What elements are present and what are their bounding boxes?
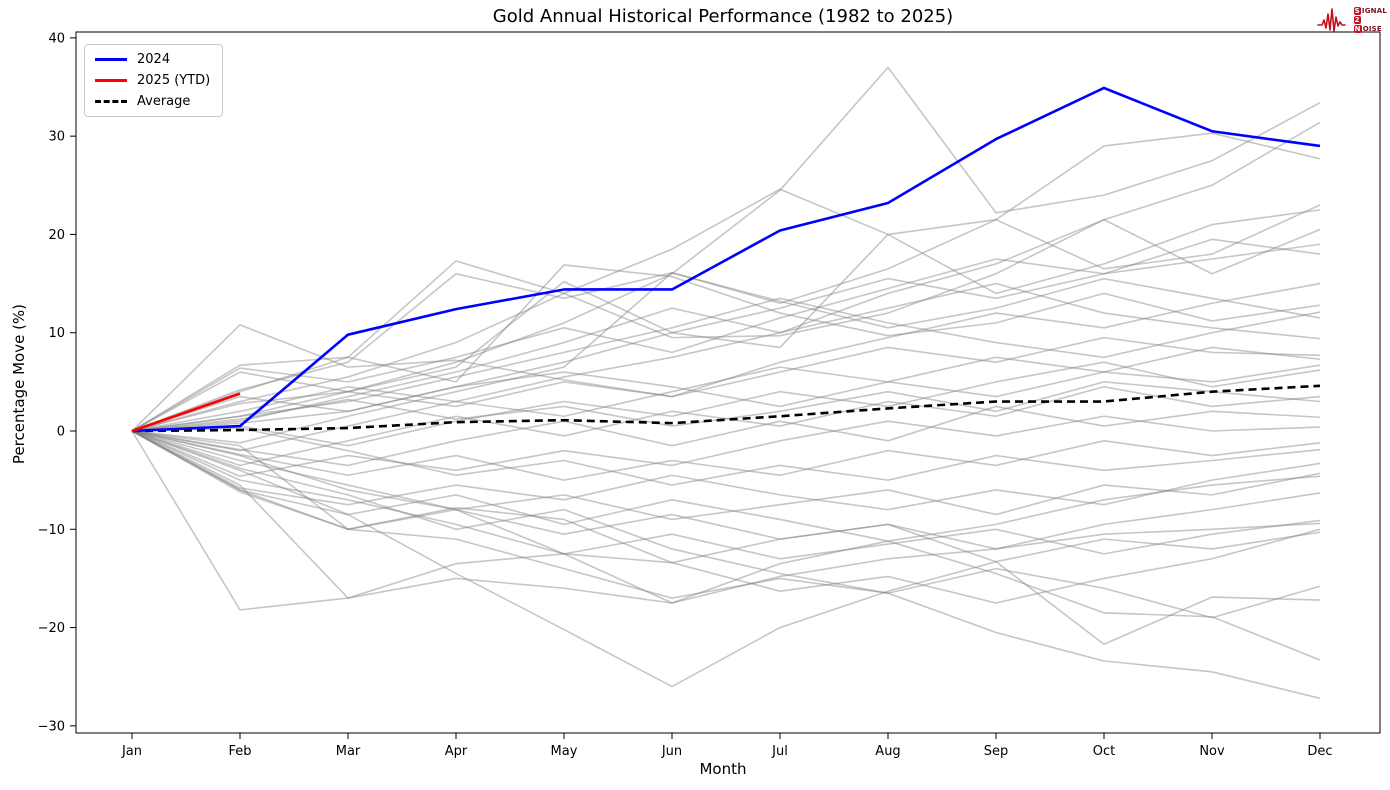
y-tick-label: −10 — [38, 523, 65, 538]
legend-line-2025 — [95, 79, 127, 82]
year-line-gray — [131, 430, 1321, 564]
year-line-gray — [131, 188, 1321, 432]
year-line-gray — [131, 364, 1321, 432]
year-line-gray — [131, 430, 1321, 661]
x-tick-label: Aug — [875, 744, 900, 759]
year-line-gray — [131, 282, 1321, 432]
brand-logo: S IGNAL 2 N OISE — [1316, 3, 1387, 37]
brand-letter-n: N — [1353, 25, 1362, 33]
chart-title: Gold Annual Historical Performance (1982… — [492, 6, 954, 27]
year-line-gray — [131, 430, 1321, 550]
year-line-gray — [131, 66, 1321, 432]
y-tick-label: −20 — [38, 621, 65, 636]
year-line-gray — [131, 297, 1321, 432]
year-line-gray — [131, 218, 1321, 432]
brand-row-signal: S IGNAL — [1353, 7, 1387, 15]
legend-line-2024 — [95, 58, 127, 61]
year-line-gray — [131, 430, 1321, 521]
brand-letter-s: S — [1353, 7, 1361, 15]
y-tick-label: 20 — [48, 228, 65, 243]
year-line-gray — [131, 243, 1321, 432]
x-axis-label: Month — [699, 760, 747, 778]
y-tick-label: 40 — [48, 31, 65, 46]
line-2025-ytd- — [131, 392, 241, 433]
year-line-gray — [131, 430, 1321, 542]
year-line-gray — [131, 430, 1321, 481]
year-line-gray — [131, 238, 1321, 432]
legend-label-2024: 2024 — [137, 52, 171, 67]
line-average — [131, 384, 1321, 433]
year-line-gray — [131, 282, 1321, 432]
x-tick-label: Nov — [1199, 744, 1225, 759]
x-tick-label: Sep — [984, 744, 1009, 759]
year-line-gray — [131, 430, 1321, 611]
year-line-gray — [131, 264, 1321, 432]
y-tick-label: 10 — [48, 326, 65, 341]
year-line-gray — [131, 427, 1321, 486]
brand-row-noise: N OISE — [1353, 25, 1387, 33]
year-line-gray — [131, 430, 1321, 560]
year-line-gray — [131, 336, 1321, 432]
legend-line-average — [95, 100, 127, 103]
year-line-gray — [131, 381, 1321, 432]
legend-entry-average: Average — [95, 94, 210, 109]
year-line-gray — [131, 430, 1321, 511]
year-line-gray — [131, 430, 1321, 604]
legend-entry-2024: 2024 — [95, 52, 210, 67]
legend-entry-2025: 2025 (YTD) — [95, 73, 210, 88]
brand-row-2: 2 — [1353, 16, 1387, 24]
year-line-gray — [131, 361, 1321, 447]
year-line-gray — [131, 209, 1321, 432]
brand-letter-2: 2 — [1353, 16, 1361, 24]
x-tick-label: Jun — [661, 744, 682, 759]
brand-rest-ignal: IGNAL — [1361, 7, 1387, 15]
year-line-gray — [131, 430, 1321, 688]
x-tick-label: Oct — [1093, 744, 1115, 759]
line-2024 — [131, 86, 1321, 433]
x-tick-label: Dec — [1307, 744, 1332, 759]
x-tick-label: Mar — [336, 744, 361, 759]
year-line-gray — [131, 346, 1321, 452]
x-tick-label: Apr — [445, 744, 468, 759]
axes-spines — [75, 31, 1381, 734]
x-tick-label: Jul — [771, 744, 788, 759]
year-line-gray — [131, 415, 1321, 478]
y-tick-label: 0 — [57, 425, 65, 440]
legend-label-2025: 2025 (YTD) — [137, 73, 211, 88]
year-line-gray — [131, 430, 1321, 700]
year-line-gray — [131, 271, 1321, 444]
y-tick-label: 30 — [48, 130, 65, 145]
brand-rest-oise: OISE — [1362, 25, 1382, 33]
ecg-waveform-icon — [1316, 8, 1346, 32]
legend-label-average: Average — [137, 94, 191, 109]
x-tick-label: May — [551, 744, 578, 759]
year-line-gray — [131, 405, 1321, 467]
y-tick-label: −30 — [38, 719, 65, 734]
year-line-gray — [131, 385, 1321, 467]
brand-text: S IGNAL 2 N OISE — [1353, 7, 1387, 33]
year-line-gray — [131, 132, 1321, 432]
x-tick-label: Jan — [121, 744, 142, 759]
y-axis-label: Percentage Move (%) — [10, 303, 28, 465]
year-line-gray — [131, 121, 1321, 432]
chart-legend: 2024 2025 (YTD) Average — [84, 44, 224, 117]
year-line-gray — [131, 430, 1321, 619]
x-tick-label: Feb — [228, 744, 251, 759]
